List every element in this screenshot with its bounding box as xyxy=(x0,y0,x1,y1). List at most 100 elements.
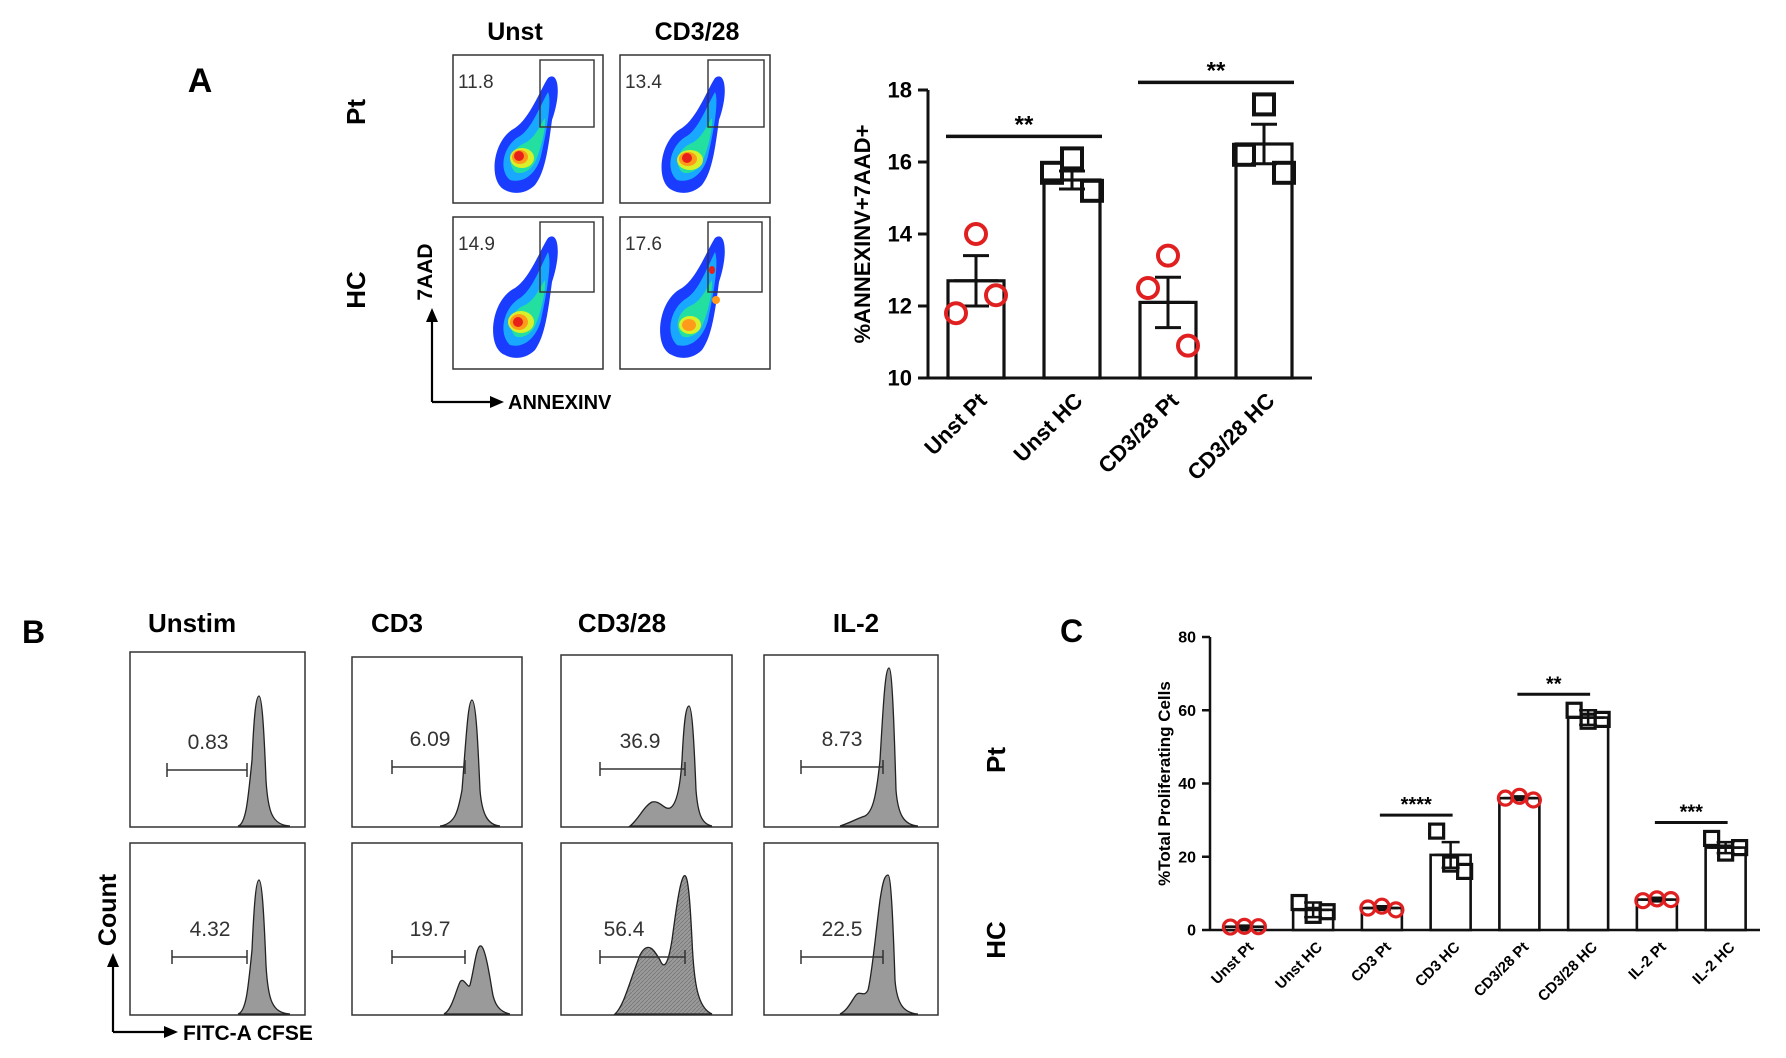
flow-a-gate-value-hc-unst: 14.9 xyxy=(458,234,495,255)
y-tick-label: 14 xyxy=(888,222,913,247)
histogram-y-axis-label: Count xyxy=(94,873,122,946)
x-tick-label: IL-2 HC xyxy=(1689,939,1738,988)
data-point xyxy=(1156,243,1180,268)
x-tick-label: Unst HC xyxy=(1272,939,1326,993)
data-point xyxy=(1249,918,1267,936)
x-tick-label: Unst Pt xyxy=(919,387,992,460)
y-tick-label: 18 xyxy=(888,78,912,103)
data-point xyxy=(1060,146,1084,171)
x-tick-label: CD3/28 Pt xyxy=(1093,387,1184,478)
flow-a-gate-hc-unst xyxy=(539,221,595,293)
flow-a-x-axis-label: ANNEXINV xyxy=(508,392,612,414)
data-point xyxy=(1252,92,1276,117)
flow-b-col-label-il2: IL-2 xyxy=(833,608,879,638)
histogram-value-pt-il2: 8.73 xyxy=(822,728,863,751)
data-point xyxy=(1176,333,1200,358)
histogram-value-pt-unstim: 0.83 xyxy=(188,731,229,754)
histogram-value-hc-cd3: 19.7 xyxy=(410,918,451,941)
y-tick-label: 40 xyxy=(1178,776,1196,793)
y-tick-label: 20 xyxy=(1178,849,1196,866)
bar xyxy=(946,279,1006,380)
x-tick-label: Unst Pt xyxy=(1208,939,1257,988)
y-tick-label: 60 xyxy=(1178,703,1196,720)
flow-a-col-label-unst: Unst xyxy=(487,18,543,46)
data-point xyxy=(1318,903,1336,921)
bar xyxy=(1360,906,1404,932)
flow-a-density-pt-cd328 xyxy=(661,76,725,193)
data-point xyxy=(944,301,968,326)
y-tick-label: 0 xyxy=(1187,923,1196,940)
x-tick-label: CD3/28 Pt xyxy=(1471,939,1533,1001)
flow-b-col-label-cd328: CD3/28 xyxy=(578,608,666,638)
bar xyxy=(1234,142,1294,380)
flow-a-gate-value-hc-cd328: 17.6 xyxy=(625,234,662,255)
histogram-peak-pt-il2 xyxy=(839,667,919,827)
chart-c: 0 20 40 60 80 %Total Proliferating Cells Unst … xyxy=(1155,630,1760,1005)
flow-a-gate-pt-cd328 xyxy=(707,59,765,128)
significance-label: **** xyxy=(1401,794,1432,816)
flow-a-gate-value-pt-cd328: 13.4 xyxy=(625,72,662,93)
data-point xyxy=(1593,710,1611,729)
bar xyxy=(1498,796,1541,932)
y-axis-label: %ANNEXINV+7AAD+ xyxy=(850,125,875,344)
data-point xyxy=(1232,142,1256,167)
x-tick-label: Unst HC xyxy=(1008,388,1087,467)
histogram-pt-il2 xyxy=(763,654,939,828)
x-tick-label: CD3/28 HC xyxy=(1182,388,1279,485)
y-tick-label: 80 xyxy=(1178,630,1196,647)
data-point xyxy=(1662,891,1680,909)
histogram-value-pt-cd3: 6.09 xyxy=(410,728,451,751)
flow-b-col-label-cd3: CD3 xyxy=(371,608,423,638)
flow-a-col-label-cd328: CD3/28 xyxy=(655,18,740,46)
histogram-peak-pt-cd3 xyxy=(439,699,501,827)
y-tick-label: 16 xyxy=(888,150,912,175)
panel-b-label: B xyxy=(22,614,45,650)
histogram-hc-unstim xyxy=(129,842,306,1016)
bar xyxy=(1566,716,1610,932)
histogram-value-hc-cd328: 56.4 xyxy=(604,918,645,941)
histogram-x-axis-label: FITC-A CFSE xyxy=(183,1022,313,1045)
flow-a-gate-hc-cd328 xyxy=(707,221,763,293)
data-point xyxy=(1387,901,1405,919)
data-point xyxy=(1565,701,1583,719)
x-tick-label: CD3 Pt xyxy=(1348,939,1395,986)
histogram-peak-hc-cd328 xyxy=(613,875,713,1015)
flow-a-density-hc-unst xyxy=(493,236,558,358)
histogram-peak-hc-cd3 xyxy=(443,945,511,1015)
histogram-gate-lines xyxy=(166,760,884,964)
histogram-pt-unstim xyxy=(129,651,306,828)
flow-b-row-label-pt: Pt xyxy=(981,747,1011,773)
histogram-hc-cd3 xyxy=(351,842,523,1016)
panel-a-label: A xyxy=(188,62,213,100)
flow-a-gate-pt-unst xyxy=(539,59,595,128)
flow-a-y-axis-label: 7AAD xyxy=(414,243,437,300)
flow-a-row-label-pt: Pt xyxy=(341,99,371,125)
data-point xyxy=(1524,791,1542,809)
histogram-value-pt-cd328: 36.9 xyxy=(620,730,661,753)
histogram-peak-hc-unstim xyxy=(237,879,291,1015)
histogram-hc-il2 xyxy=(763,842,939,1016)
flow-a-axis-arrows xyxy=(426,308,504,408)
x-tick-label: CD3/28 HC xyxy=(1535,939,1601,1005)
significance-label: ** xyxy=(1546,673,1562,695)
histogram-pt-cd328 xyxy=(560,654,733,828)
flow-a-row-label-hc: HC xyxy=(341,271,371,309)
histogram-value-hc-il2: 22.5 xyxy=(822,918,863,941)
flow-b-row-label-hc: HC xyxy=(981,921,1011,959)
flow-a-density-pt-unst xyxy=(494,76,558,193)
data-point xyxy=(1428,822,1446,840)
panel-c-label: C xyxy=(1060,613,1083,649)
data-point xyxy=(1703,829,1721,848)
flow-b-col-label-unstim: Unstim xyxy=(148,608,236,638)
data-point xyxy=(1080,178,1104,203)
histogram-peak-hc-il2 xyxy=(839,874,919,1015)
histogram-axis-arrows xyxy=(107,953,178,1038)
significance-label: ** xyxy=(1207,57,1226,84)
x-tick-label: IL-2 Pt xyxy=(1625,939,1669,983)
data-point xyxy=(1136,276,1160,300)
significance-label: *** xyxy=(1680,801,1704,823)
data-point xyxy=(984,283,1008,308)
data-point xyxy=(1040,160,1064,185)
